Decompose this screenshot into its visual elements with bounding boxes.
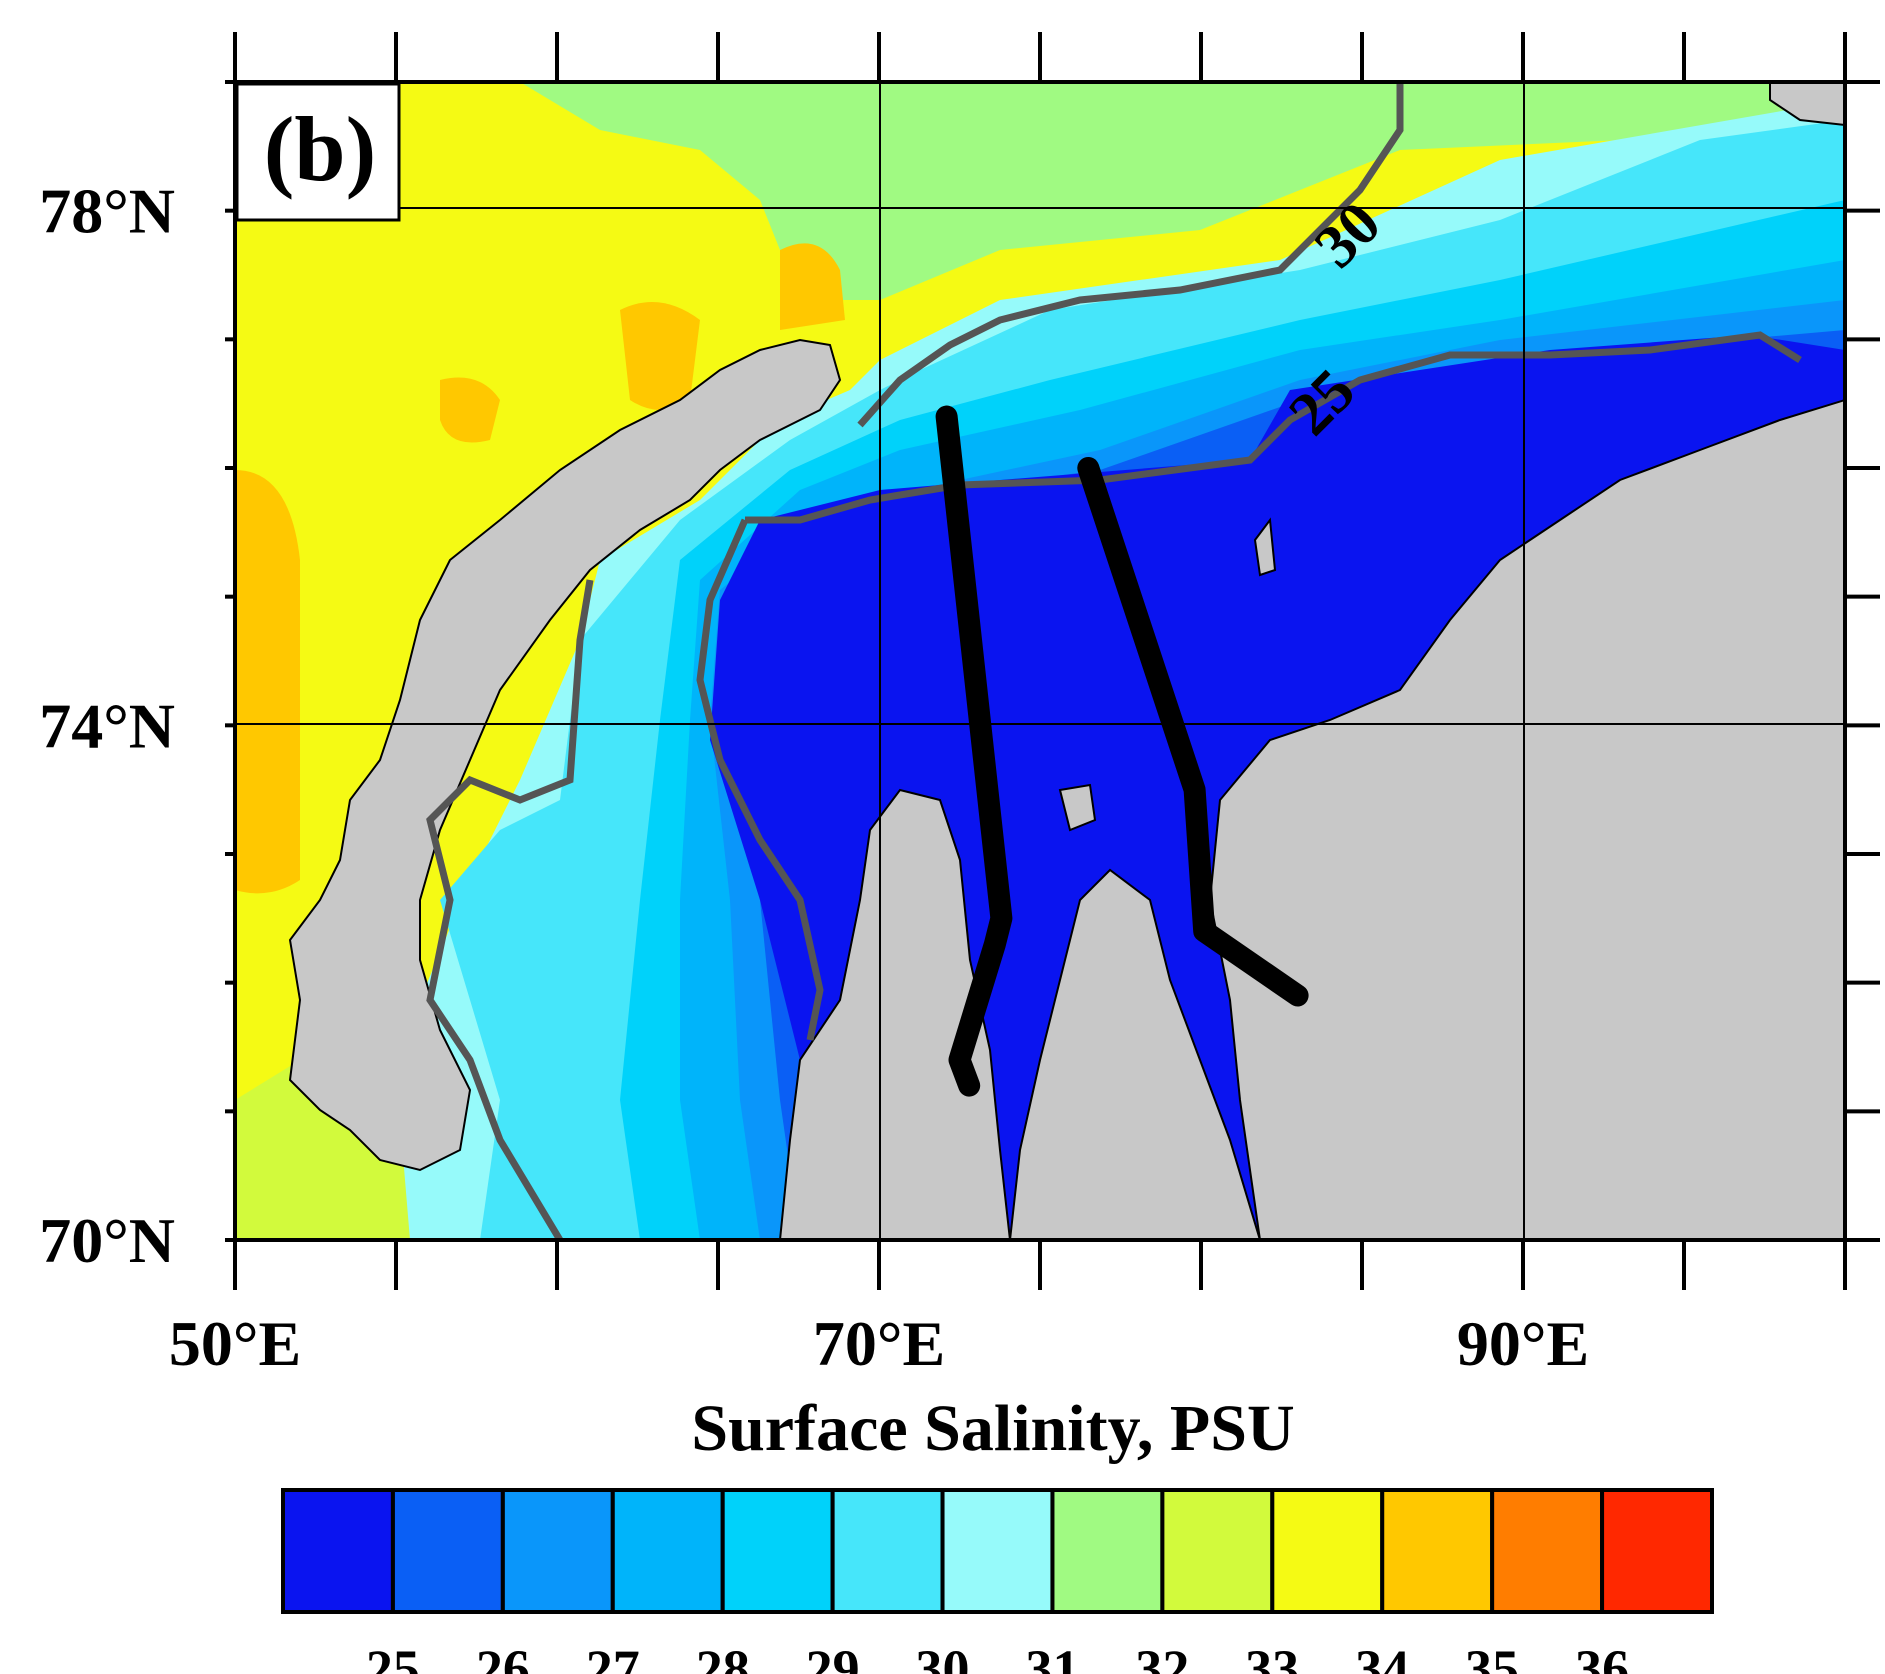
colorbar-bin — [281, 1488, 395, 1614]
land-novaya-zemlya — [288, 338, 842, 1172]
colorbar: 25 26 27 28 29 30 31 32 33 34 35 36 — [281, 1488, 1714, 1674]
colorbar-title: Surface Salinity, PSU — [691, 1392, 1294, 1465]
land-mainland-south — [778, 788, 1012, 1240]
salinity-field-32 — [520, 82, 1845, 300]
lat-label: 74°N — [39, 690, 175, 761]
contour-25-west — [696, 518, 824, 1041]
colorbar-tick-label: 32 — [1135, 1639, 1189, 1674]
lat-label: 70°N — [39, 1205, 175, 1276]
land-island-2 — [1253, 517, 1277, 577]
transect-west — [935, 405, 1013, 1097]
colorbar-bin — [1380, 1488, 1495, 1614]
land-severnaya — [1769, 82, 1845, 127]
colorbar-tick-label: 36 — [1575, 1639, 1629, 1674]
colorbar-bin — [1600, 1488, 1714, 1614]
salinity-field-35-north2 — [780, 243, 845, 330]
colorbar-bin — [830, 1488, 945, 1614]
panel-label-text: (b) — [264, 98, 376, 200]
lon-label: 90°E — [1457, 1308, 1589, 1379]
colorbar-bin — [1490, 1488, 1605, 1614]
panel-label: (b) — [235, 82, 401, 222]
colorbar-tick-label: 25 — [366, 1639, 420, 1674]
map-area — [235, 82, 1845, 1240]
lon-label: 70°E — [813, 1308, 945, 1379]
land-gydan — [1008, 868, 1262, 1240]
colorbar-tick-label: 26 — [476, 1639, 530, 1674]
graticule — [235, 82, 1845, 1240]
longitude-labels: 50°E 70°E 90°E — [169, 1308, 1589, 1379]
colorbar-bin — [500, 1488, 615, 1614]
colorbar-bin — [390, 1488, 505, 1614]
contour-30-west — [426, 579, 594, 1240]
lat-label: 78°N — [39, 176, 175, 247]
lon-label: 50°E — [169, 1308, 301, 1379]
colorbar-tick-label: 27 — [586, 1639, 640, 1674]
colorbar-bin — [1270, 1488, 1385, 1614]
axis-ticks — [225, 32, 1880, 1290]
salinity-field-35-north3 — [440, 377, 500, 443]
colorbar-tick-label: 33 — [1245, 1639, 1299, 1674]
salinity-field-35-north — [620, 302, 700, 410]
contour-30 — [857, 82, 1404, 428]
colorbar-bin — [1050, 1488, 1165, 1614]
salinity-field-35-west — [235, 470, 300, 894]
colorbar-tick-label: 31 — [1025, 1639, 1079, 1674]
latitude-labels: 78°N 74°N 70°N — [39, 176, 175, 1276]
transects — [935, 405, 1309, 1097]
colorbar-tick-label: 30 — [916, 1639, 970, 1674]
colorbar-bin — [1160, 1488, 1275, 1614]
colorbar-bin — [610, 1488, 725, 1614]
land-island-1 — [1058, 783, 1097, 832]
colorbar-bin — [940, 1488, 1055, 1614]
transect-east — [1077, 457, 1309, 1007]
colorbar-tick-label: 35 — [1465, 1639, 1519, 1674]
colorbar-tick-label: 34 — [1355, 1639, 1409, 1674]
colorbar-bin — [720, 1488, 835, 1614]
colorbar-tick-label: 29 — [806, 1639, 860, 1674]
colorbar-tick-label: 28 — [696, 1639, 750, 1674]
contour-25 — [745, 331, 1802, 524]
